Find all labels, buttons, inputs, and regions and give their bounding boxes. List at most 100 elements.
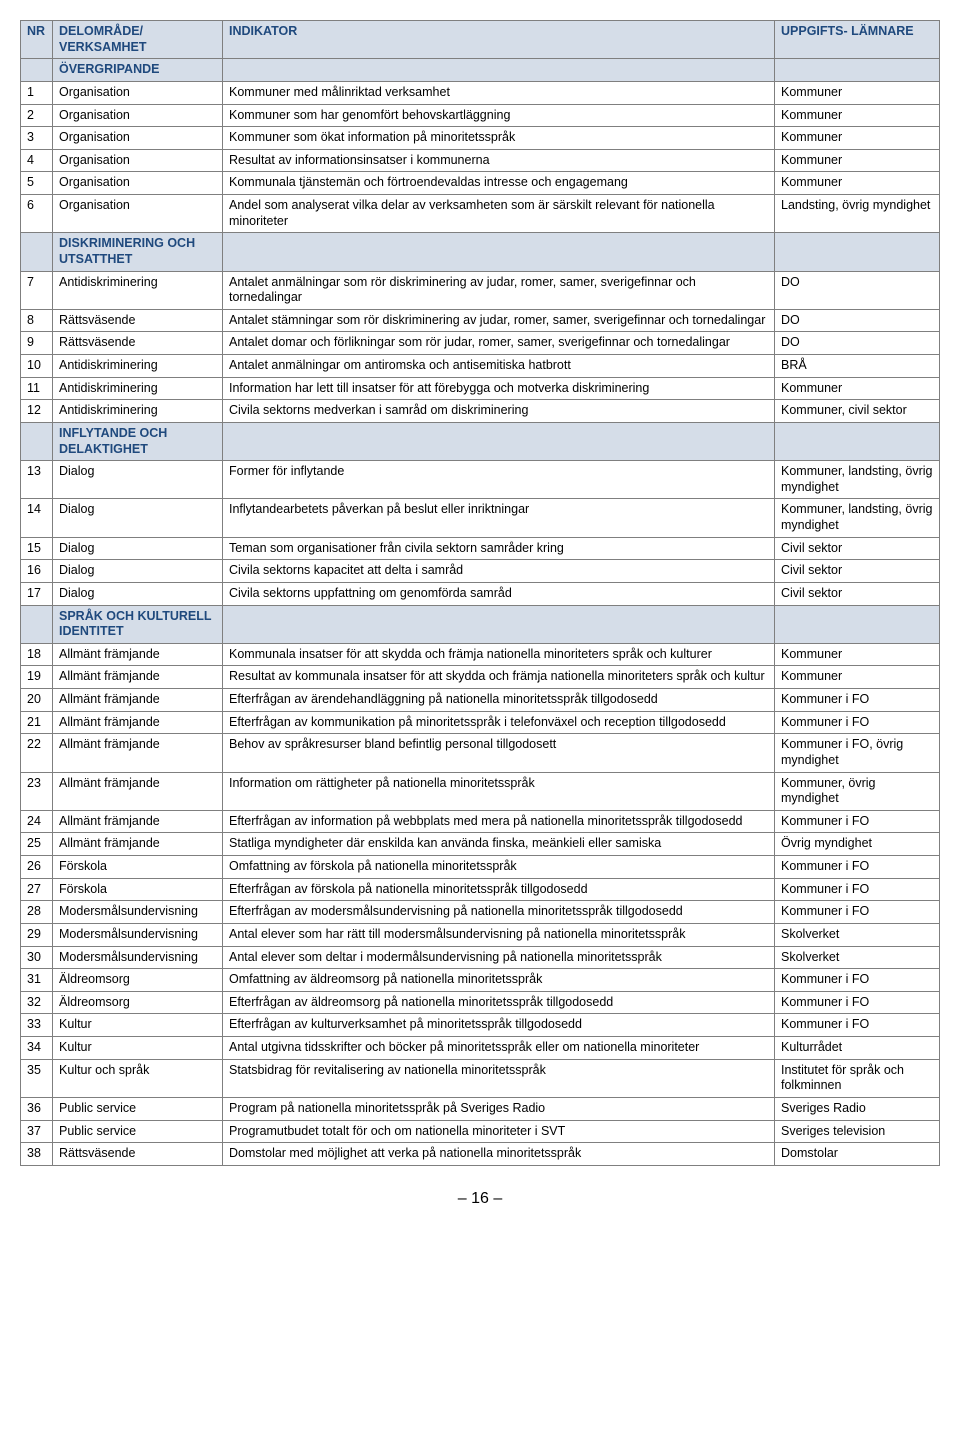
cell-src: Civil sektor <box>775 582 940 605</box>
col-header-source: UPPGIFTS- LÄMNARE <box>775 21 940 59</box>
cell-area: Rättsväsende <box>53 309 223 332</box>
cell-nr: 22 <box>21 734 53 772</box>
table-row: 31ÄldreomsorgOmfattning av äldreomsorg p… <box>21 969 940 992</box>
table-row: 32ÄldreomsorgEfterfrågan av äldreomsorg … <box>21 991 940 1014</box>
cell-ind: Civila sektorns uppfattning om genomförd… <box>223 582 775 605</box>
cell-src: Kulturrådet <box>775 1037 940 1060</box>
table-row: 35Kultur och språkStatsbidrag för revita… <box>21 1059 940 1097</box>
cell-area: Äldreomsorg <box>53 991 223 1014</box>
table-row: 9RättsväsendeAntalet domar och förliknin… <box>21 332 940 355</box>
section-header-row: DISKRIMINERING OCH UTSATTHET <box>21 233 940 271</box>
cell-ind: Omfattning av äldreomsorg på nationella … <box>223 969 775 992</box>
cell-area: Kultur och språk <box>53 1059 223 1097</box>
table-row: 4OrganisationResultat av informationsins… <box>21 149 940 172</box>
cell-area: Dialog <box>53 499 223 537</box>
page-number: – 16 – <box>20 1190 940 1208</box>
section-header-row: INFLYTANDE OCH DELAKTIGHET <box>21 422 940 460</box>
section-title-cell: SPRÅK OCH KULTURELL IDENTITET <box>53 605 223 643</box>
cell-ind: Andel som analyserat vilka delar av verk… <box>223 195 775 233</box>
cell-src: Kommuner i FO <box>775 991 940 1014</box>
section-header-row: ÖVERGRIPANDE <box>21 59 940 82</box>
cell-src: DO <box>775 309 940 332</box>
table-row: 24Allmänt främjandeEfterfrågan av inform… <box>21 810 940 833</box>
cell-area: Organisation <box>53 81 223 104</box>
cell-src: Kommuner <box>775 666 940 689</box>
cell-ind: Antalet anmälningar som rör diskrimineri… <box>223 271 775 309</box>
cell-area: Organisation <box>53 172 223 195</box>
cell-nr: 38 <box>21 1143 53 1166</box>
section-nr-cell <box>21 422 53 460</box>
cell-nr: 7 <box>21 271 53 309</box>
cell-area: Dialog <box>53 582 223 605</box>
cell-ind: Civila sektorns medverkan i samråd om di… <box>223 400 775 423</box>
cell-area: Organisation <box>53 195 223 233</box>
section-title-cell: INFLYTANDE OCH DELAKTIGHET <box>53 422 223 460</box>
cell-src: Domstolar <box>775 1143 940 1166</box>
cell-src: Kommuner i FO <box>775 969 940 992</box>
table-row: 21Allmänt främjandeEfterfrågan av kommun… <box>21 711 940 734</box>
cell-ind: Efterfrågan av kommunikation på minorite… <box>223 711 775 734</box>
cell-nr: 17 <box>21 582 53 605</box>
cell-src: Kommuner, civil sektor <box>775 400 940 423</box>
cell-area: Modersmålsundervisning <box>53 923 223 946</box>
section-ind-cell <box>223 605 775 643</box>
table-row: 8RättsväsendeAntalet stämningar som rör … <box>21 309 940 332</box>
cell-ind: Efterfrågan av modersmålsundervisning på… <box>223 901 775 924</box>
table-row: 28ModersmålsundervisningEfterfrågan av m… <box>21 901 940 924</box>
table-row: 37Public serviceProgramutbudet totalt fö… <box>21 1120 940 1143</box>
cell-ind: Teman som organisationer från civila sek… <box>223 537 775 560</box>
cell-ind: Efterfrågan av information på webbplats … <box>223 810 775 833</box>
cell-src: DO <box>775 271 940 309</box>
cell-ind: Efterfrågan av kulturverksamhet på minor… <box>223 1014 775 1037</box>
cell-src: Kommuner i FO <box>775 856 940 879</box>
cell-ind: Programutbudet totalt för och om natione… <box>223 1120 775 1143</box>
cell-ind: Domstolar med möjlighet att verka på nat… <box>223 1143 775 1166</box>
cell-ind: Efterfrågan av ärendehandläggning på nat… <box>223 689 775 712</box>
cell-nr: 35 <box>21 1059 53 1097</box>
cell-src: Kommuner i FO <box>775 689 940 712</box>
cell-src: Sveriges Radio <box>775 1097 940 1120</box>
cell-ind: Inflytandearbetets påverkan på beslut el… <box>223 499 775 537</box>
section-header-row: SPRÅK OCH KULTURELL IDENTITET <box>21 605 940 643</box>
cell-area: Rättsväsende <box>53 332 223 355</box>
section-title-cell: ÖVERGRIPANDE <box>53 59 223 82</box>
cell-ind: Kommunala insatser för att skydda och fr… <box>223 643 775 666</box>
cell-nr: 26 <box>21 856 53 879</box>
table-row: 26FörskolaOmfattning av förskola på nati… <box>21 856 940 879</box>
cell-nr: 32 <box>21 991 53 1014</box>
table-row: 33KulturEfterfrågan av kulturverksamhet … <box>21 1014 940 1037</box>
cell-src: Institutet för språk och folkminnen <box>775 1059 940 1097</box>
cell-area: Allmänt främjande <box>53 643 223 666</box>
section-src-cell <box>775 59 940 82</box>
section-ind-cell <box>223 233 775 271</box>
cell-src: Övrig myndighet <box>775 833 940 856</box>
cell-ind: Efterfrågan av äldreomsorg på nationella… <box>223 991 775 1014</box>
cell-nr: 2 <box>21 104 53 127</box>
table-row: 13DialogFormer för inflytandeKommuner, l… <box>21 461 940 499</box>
cell-nr: 36 <box>21 1097 53 1120</box>
cell-nr: 21 <box>21 711 53 734</box>
col-header-nr: NR <box>21 21 53 59</box>
cell-ind: Kommuner som har genomfört behovskartläg… <box>223 104 775 127</box>
cell-nr: 20 <box>21 689 53 712</box>
cell-area: Allmänt främjande <box>53 833 223 856</box>
table-header: NR DELOMRÅDE/ VERKSAMHET INDIKATOR UPPGI… <box>21 21 940 59</box>
cell-area: Allmänt främjande <box>53 711 223 734</box>
cell-ind: Civila sektorns kapacitet att delta i sa… <box>223 560 775 583</box>
cell-area: Public service <box>53 1097 223 1120</box>
cell-nr: 30 <box>21 946 53 969</box>
cell-ind: Resultat av kommunala insatser för att s… <box>223 666 775 689</box>
cell-src: Kommuner <box>775 104 940 127</box>
cell-nr: 8 <box>21 309 53 332</box>
cell-ind: Kommuner som ökat information på minorit… <box>223 127 775 150</box>
cell-src: BRÅ <box>775 355 940 378</box>
cell-ind: Omfattning av förskola på nationella min… <box>223 856 775 879</box>
table-row: 5OrganisationKommunala tjänstemän och fö… <box>21 172 940 195</box>
cell-ind: Antal elever som har rätt till modersmål… <box>223 923 775 946</box>
col-header-indicator: INDIKATOR <box>223 21 775 59</box>
cell-src: Kommuner <box>775 643 940 666</box>
indicator-table: NR DELOMRÅDE/ VERKSAMHET INDIKATOR UPPGI… <box>20 20 940 1166</box>
cell-nr: 31 <box>21 969 53 992</box>
table-row: 12AntidiskrimineringCivila sektorns medv… <box>21 400 940 423</box>
cell-area: Organisation <box>53 127 223 150</box>
